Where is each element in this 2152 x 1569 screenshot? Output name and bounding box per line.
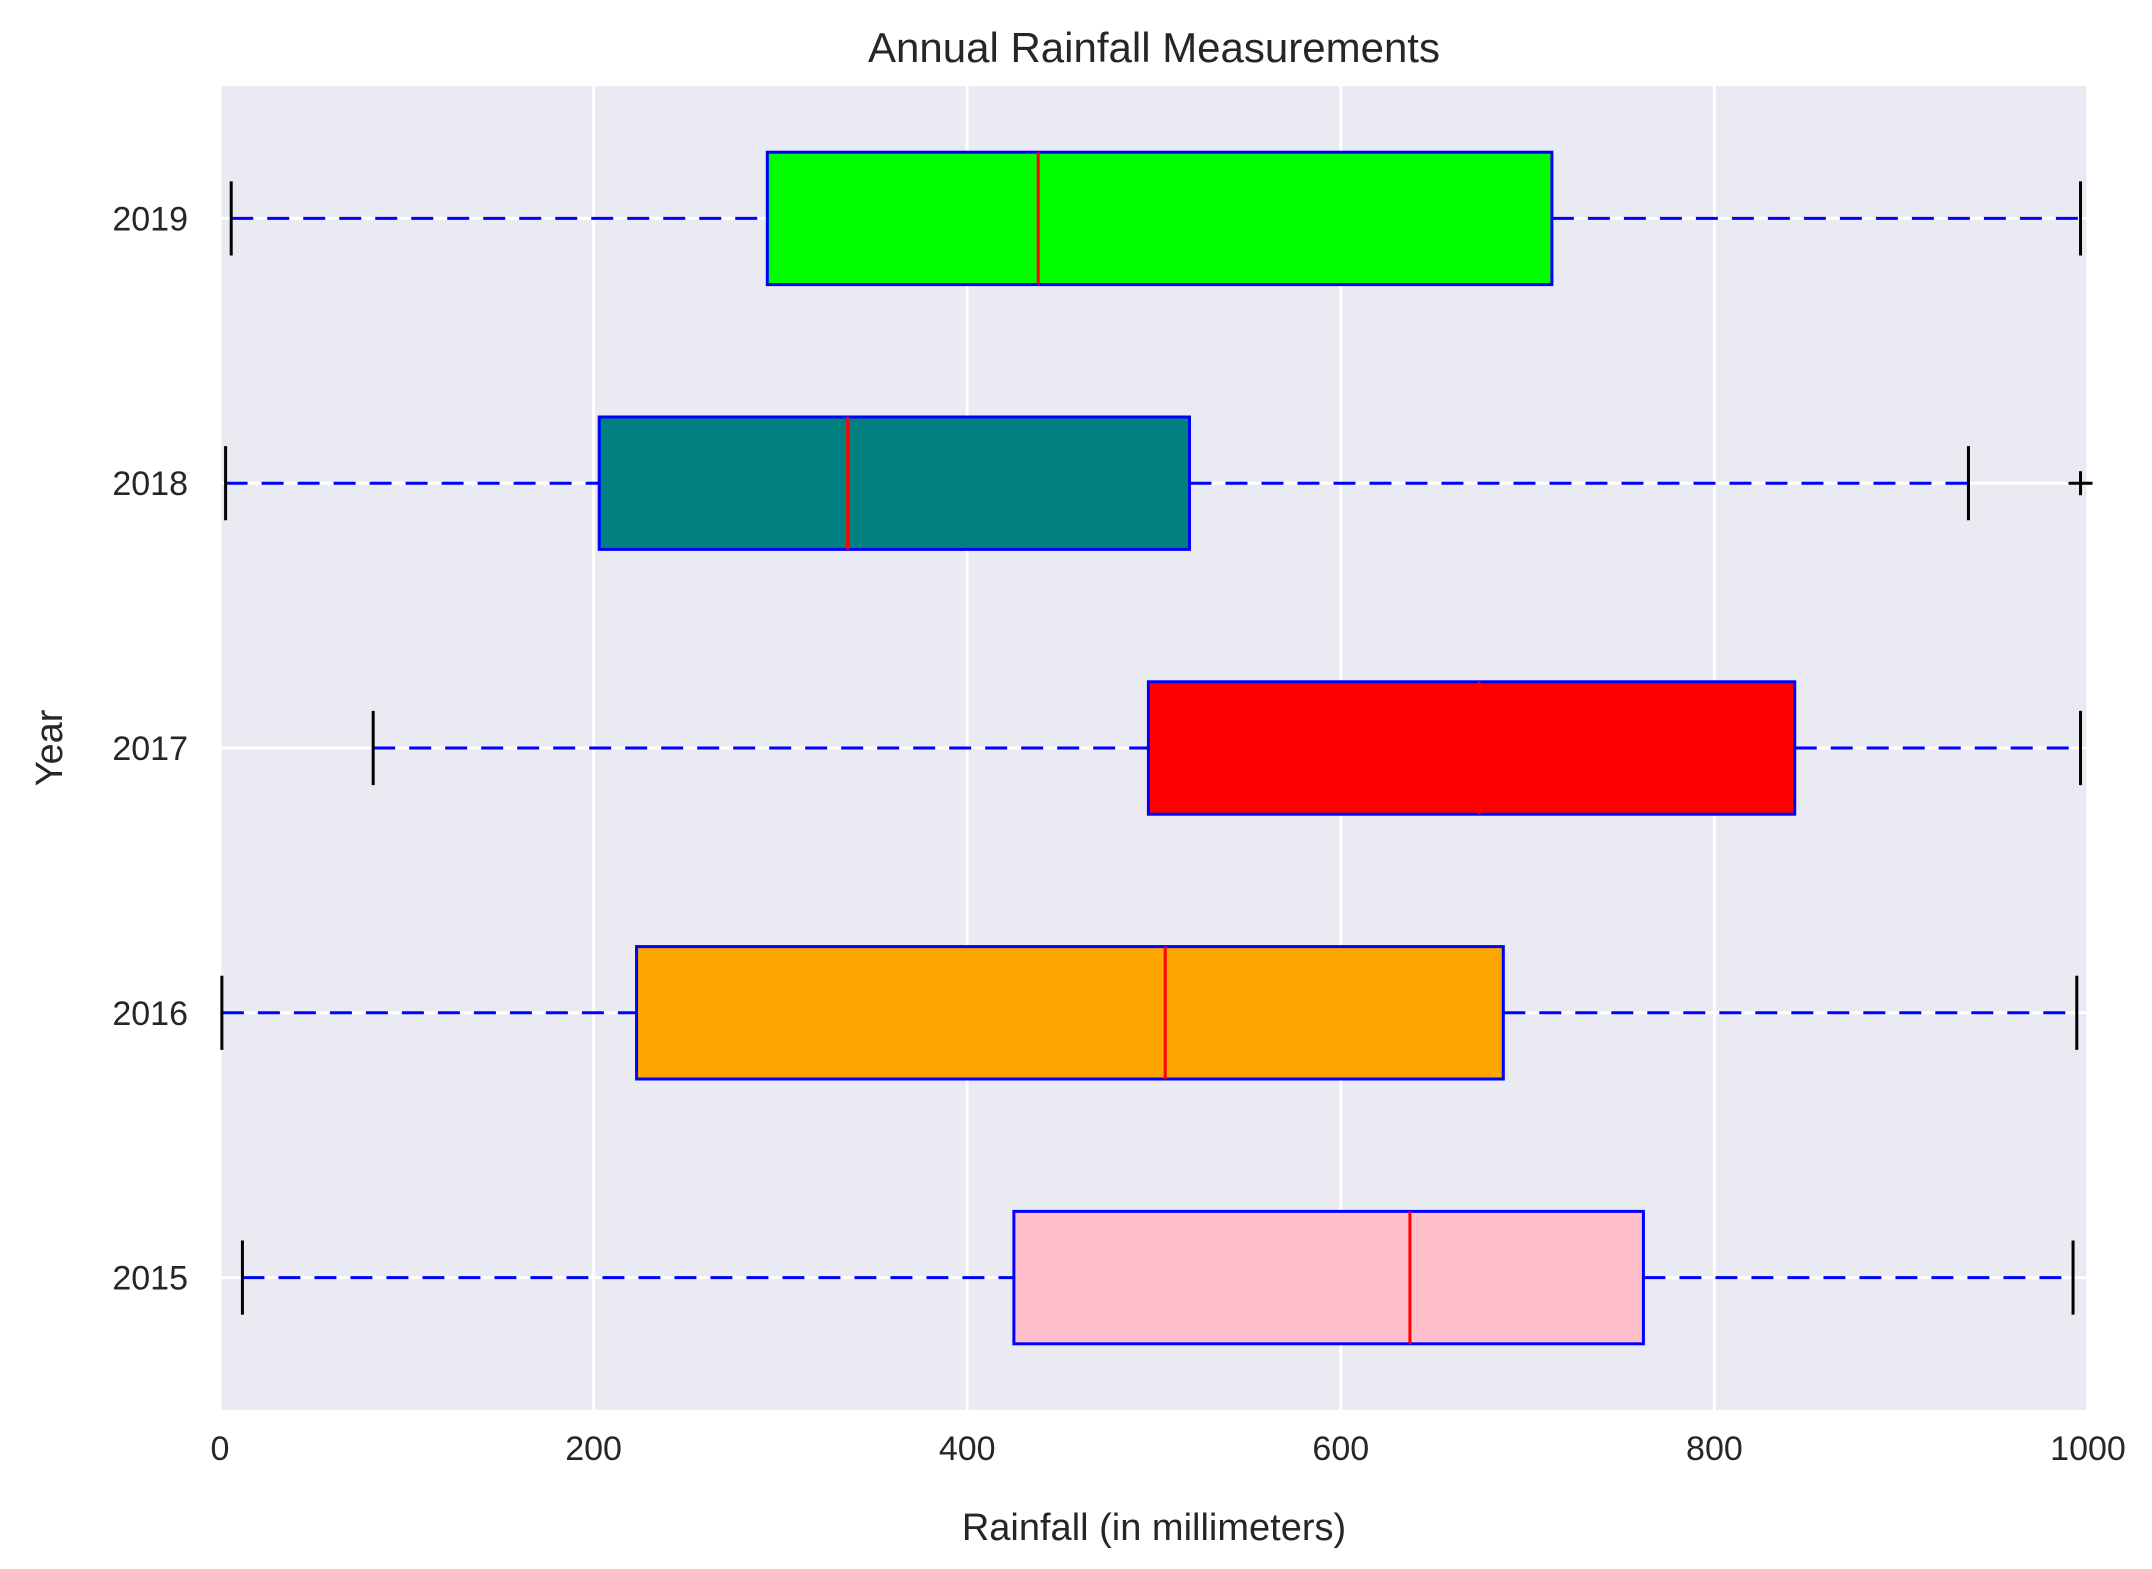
box-iqr — [597, 415, 1191, 551]
y-tick-label: 2019 — [112, 200, 188, 238]
x-tick-label: 1000 — [2050, 1430, 2126, 1468]
box-2016 — [220, 945, 2079, 1081]
x-tick-label: 200 — [565, 1430, 622, 1468]
y-tick-label: 2015 — [112, 1260, 188, 1298]
chart-title: Annual Rainfall Measurements — [868, 24, 1440, 71]
x-tick-label: 400 — [939, 1430, 996, 1468]
x-tick-label: 600 — [1312, 1430, 1369, 1468]
y-tick-label: 2018 — [112, 465, 188, 503]
y-axis-label: Year — [29, 709, 71, 786]
box-2017 — [371, 680, 2083, 816]
y-tick-label: 2016 — [112, 995, 188, 1033]
x-axis-label: Rainfall (in millimeters) — [962, 1507, 1346, 1549]
y-axis-ticks: 2015 2016 2017 2018 2019 — [112, 200, 188, 1297]
x-axis-ticks: 0 200 400 600 800 1000 — [211, 1430, 2126, 1468]
box-series — [220, 150, 2093, 1346]
box-iqr — [635, 945, 1505, 1081]
box-2018 — [224, 415, 2093, 551]
box-iqr — [765, 150, 1554, 287]
y-tick-label: 2017 — [112, 730, 188, 768]
box-iqr — [1012, 1209, 1645, 1346]
box-2019 — [229, 150, 2083, 287]
x-tick-label: 0 — [211, 1430, 230, 1468]
box-iqr — [1146, 680, 1797, 816]
box-2015 — [240, 1209, 2075, 1346]
x-tick-label: 800 — [1686, 1430, 1743, 1468]
